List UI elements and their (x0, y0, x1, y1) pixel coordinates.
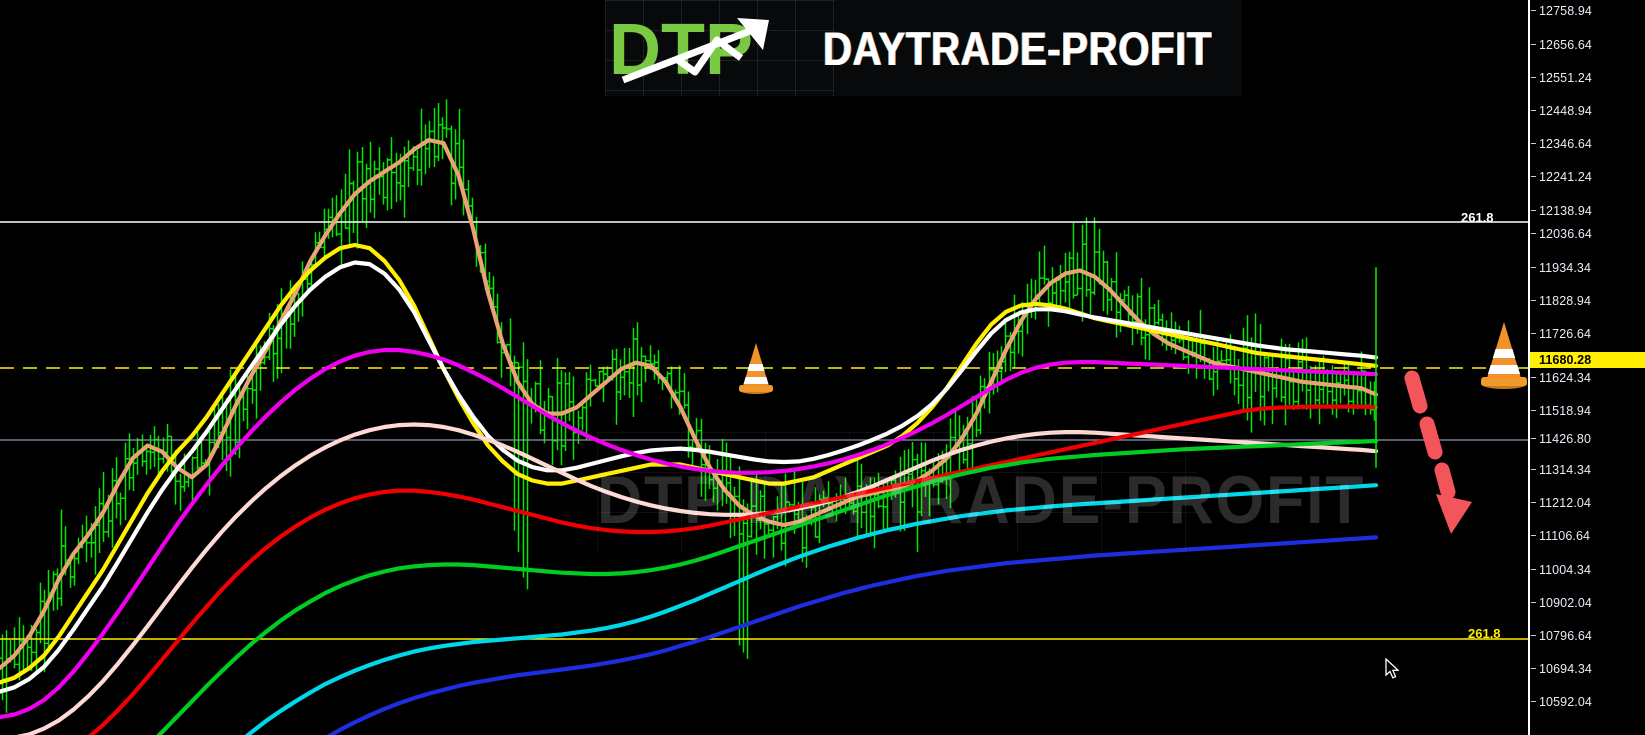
price-axis-tick: 12138.94 (1530, 203, 1645, 219)
ma-line-sma-cyan (244, 483, 1379, 735)
axis-tick-mark (1531, 569, 1536, 570)
axis-tick-mark (1531, 502, 1536, 503)
axis-tick-label: 12448.94 (1539, 104, 1592, 118)
mouse-cursor-icon (1385, 658, 1400, 679)
axis-tick-mark (1531, 635, 1536, 636)
chart-plot-area[interactable]: DTP DAYTRADE-PROFIT (0, 0, 1528, 735)
axis-tick-label: 11680.28 (1539, 353, 1592, 367)
axis-tick-mark (1531, 602, 1536, 603)
price-axis-tick: 12656.64 (1530, 37, 1645, 53)
ma-line-sma-red (88, 404, 1379, 735)
price-axis-tick: 12036.64 (1530, 226, 1645, 242)
axis-tick-mark (1531, 668, 1536, 669)
axis-tick-label: 11106.64 (1539, 529, 1591, 543)
ma-line-sma-green (156, 438, 1379, 735)
price-axis-tick: 10592.04 (1530, 694, 1645, 710)
axis-tick-label: 10902.04 (1539, 596, 1592, 610)
candlestick-series (0, 99, 1377, 713)
price-axis-current-label: 11680.28 (1530, 352, 1645, 368)
watermark-grid (597, 432, 1197, 552)
axis-tick-mark (1531, 267, 1536, 268)
ma-line-sma-white (0, 260, 1379, 694)
axis-tick-label: 12036.64 (1539, 227, 1592, 241)
price-axis-tick: 11106.64 (1530, 528, 1645, 544)
axis-tick-label: 11212.04 (1539, 496, 1592, 510)
warning-cone-right-icon (1481, 322, 1527, 389)
price-axis-tick: 11828.94 (1530, 293, 1645, 309)
axis-tick-label: 11828.94 (1539, 294, 1592, 308)
axis-tick-mark (1531, 143, 1536, 144)
axis-tick-mark (1531, 44, 1536, 45)
axis-tick-label: 12656.64 (1539, 38, 1592, 52)
price-axis-tick: 12241.24 (1530, 169, 1645, 185)
axis-tick-label: 12241.24 (1539, 170, 1592, 184)
price-axis-tick: 12448.94 (1530, 103, 1645, 119)
axis-tick-label: 11518.94 (1539, 404, 1592, 418)
axis-tick-label: 10592.04 (1539, 695, 1592, 709)
axis-tick-mark (1531, 377, 1536, 378)
axis-tick-mark (1531, 701, 1536, 702)
logo-banner: DTP DAYTRADE-PROFIT (605, 0, 1242, 96)
axis-tick-mark (1531, 110, 1536, 111)
axis-tick-label: 11004.34 (1539, 563, 1592, 577)
price-axis-tick: 11426.80 (1530, 431, 1645, 447)
axis-tick-mark (1531, 210, 1536, 211)
axis-tick-label: 11426.80 (1539, 432, 1592, 446)
price-axis-tick: 12758.94 (1530, 3, 1645, 19)
price-axis-tick: 11934.34 (1530, 260, 1645, 276)
warning-cone-left-icon (739, 343, 773, 394)
axis-tick-mark (1531, 410, 1536, 411)
fib-label-261-8-bottom: 261.8 (1468, 626, 1501, 641)
axis-tick-label: 10694.34 (1539, 662, 1592, 676)
price-axis-tick: 11726.64 (1530, 326, 1645, 342)
chart-canvas (0, 99, 1528, 735)
axis-tick-label: 11726.64 (1539, 327, 1592, 341)
axis-tick-mark (1531, 469, 1536, 470)
axis-tick-mark (1531, 233, 1536, 234)
axis-tick-mark (1531, 77, 1536, 78)
price-axis-tick: 12551.24 (1530, 70, 1645, 86)
price-axis[interactable]: 12758.94 12656.64 12551.24 12448.94 12346.64… (1528, 0, 1645, 735)
axis-tick-mark (1531, 438, 1536, 439)
axis-tick-mark (1531, 300, 1536, 301)
price-axis-tick: 12346.64 (1530, 136, 1645, 152)
watermark-text: DTP DAYTRADE-PROFIT (597, 462, 1366, 538)
ma-line-sma-pink (16, 422, 1379, 735)
ma-line-sma-blue (326, 535, 1379, 735)
price-axis-tick: 10694.34 (1530, 661, 1645, 677)
axis-tick-label: 12758.94 (1539, 4, 1592, 18)
price-axis-tick: 11212.04 (1530, 495, 1645, 511)
axis-tick-label: 10796.64 (1539, 629, 1592, 643)
price-axis-tick: 11624.34 (1530, 370, 1645, 386)
price-axis-tick: 11518.94 (1530, 403, 1645, 419)
axis-tick-label: 12346.64 (1539, 137, 1592, 151)
axis-tick-mark (1531, 535, 1536, 536)
brand-title: DAYTRADE-PROFIT (823, 22, 1212, 75)
bearish-down-arrow-icon (1404, 370, 1472, 534)
axis-tick-label: 12551.24 (1539, 71, 1592, 85)
axis-tick-label: 11314.34 (1539, 463, 1592, 477)
price-axis-tick: 11004.34 (1530, 562, 1645, 578)
price-axis-tick: 11314.34 (1530, 462, 1645, 478)
fib-label-261-8-top: 261.8 (1461, 210, 1494, 225)
axis-tick-label: 11934.34 (1539, 261, 1592, 275)
axis-tick-mark (1531, 176, 1536, 177)
axis-tick-label: 12138.94 (1539, 204, 1592, 218)
dtp-logo-icon: DTP (613, 14, 769, 84)
axis-tick-mark (1531, 10, 1536, 11)
price-axis-tick: 10902.04 (1530, 595, 1645, 611)
logo-grid-background (605, 0, 835, 96)
axis-tick-mark (1531, 333, 1536, 334)
ma-line-sma-magenta (0, 347, 1379, 720)
price-axis-tick: 10796.64 (1530, 628, 1645, 644)
axis-tick-label: 11624.34 (1539, 371, 1592, 385)
